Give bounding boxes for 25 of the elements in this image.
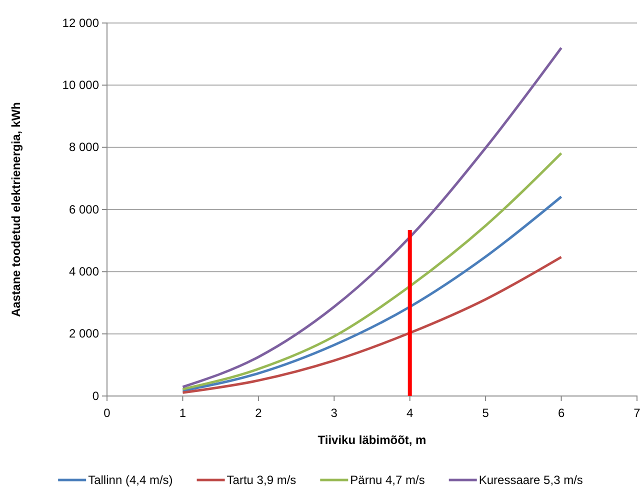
x-tick-label: 0 [104, 406, 111, 420]
line-series [181, 256, 563, 394]
legend-label: Pärnu 4,7 m/s [350, 473, 425, 488]
y-tick-label: 4 000 [68, 264, 100, 279]
x-tick-label: 6 [558, 406, 565, 420]
x-tick-label: 5 [482, 406, 490, 420]
y-tick-label: 6 000 [68, 202, 100, 216]
y-tick-label: 8 000 [68, 140, 100, 154]
legend-label: Tallinn (4,4 m/s) [88, 473, 173, 488]
y-tick-label: 2 000 [68, 326, 100, 341]
line-series [181, 196, 563, 392]
line-series [181, 46, 563, 388]
x-axis-title: Tiiviku läbimõõt, m [318, 433, 426, 447]
x-tick-label: 2 [255, 406, 262, 420]
legend-label: Tartu 3,9 m/s [226, 473, 296, 488]
y-tick-label: 12 000 [62, 16, 100, 30]
y-tick-label: 0 [92, 388, 100, 403]
y-axis-title: Aastane toodetud elektrienergia, kWh [9, 102, 23, 317]
x-tick-label: 4 [406, 406, 414, 420]
y-tick-label: 10 000 [62, 78, 100, 92]
x-tick-label: 7 [634, 406, 641, 420]
x-tick-label: 1 [179, 406, 186, 420]
legend-label: Kuressaare 5,3 m/s [478, 473, 583, 488]
x-tick-label: 3 [330, 406, 338, 420]
line-series [181, 152, 563, 390]
